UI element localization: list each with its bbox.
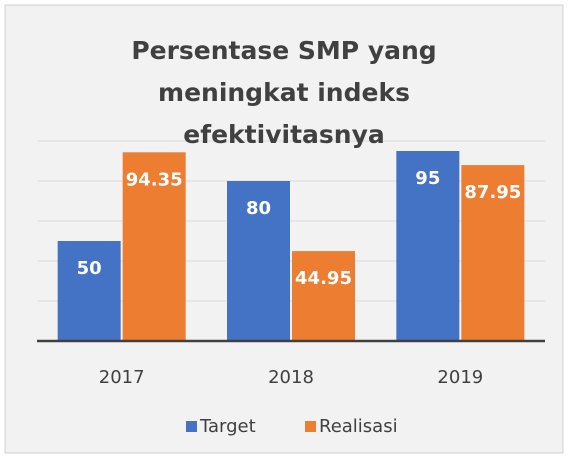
x-tick-label: 2019 [437, 367, 483, 388]
bar [461, 165, 525, 341]
data-label: 50 [77, 258, 102, 279]
data-label: 95 [415, 168, 440, 189]
legend-swatch [186, 421, 197, 432]
x-tick-label: 2017 [99, 367, 145, 388]
data-label: 87.95 [464, 182, 521, 203]
legend-label: Target [199, 416, 256, 437]
chart-title: Persentase SMP yang meningkat indeks efe… [131, 36, 437, 149]
bar [57, 241, 121, 341]
data-label: 44.95 [295, 268, 352, 289]
x-tick-label: 2018 [268, 367, 314, 388]
bar [396, 151, 460, 341]
bar [227, 181, 290, 341]
data-label: 94.35 [126, 169, 183, 190]
bar [122, 152, 186, 341]
bar [292, 251, 355, 341]
legend-swatch [305, 421, 316, 432]
data-label: 80 [246, 198, 271, 219]
legend-label: Realisasi [319, 416, 398, 437]
